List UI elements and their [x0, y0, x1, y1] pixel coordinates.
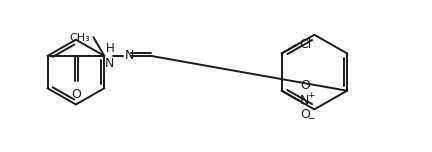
Text: O: O — [300, 79, 310, 92]
Text: Cl: Cl — [299, 38, 311, 51]
Text: H: H — [106, 42, 115, 55]
Text: −: − — [307, 113, 314, 122]
Text: +: + — [307, 91, 314, 100]
Text: N: N — [125, 49, 134, 62]
Text: O: O — [300, 108, 310, 121]
Text: CH₃: CH₃ — [70, 33, 90, 43]
Text: N: N — [300, 94, 309, 107]
Text: N: N — [105, 57, 114, 70]
Text: O: O — [71, 88, 81, 101]
